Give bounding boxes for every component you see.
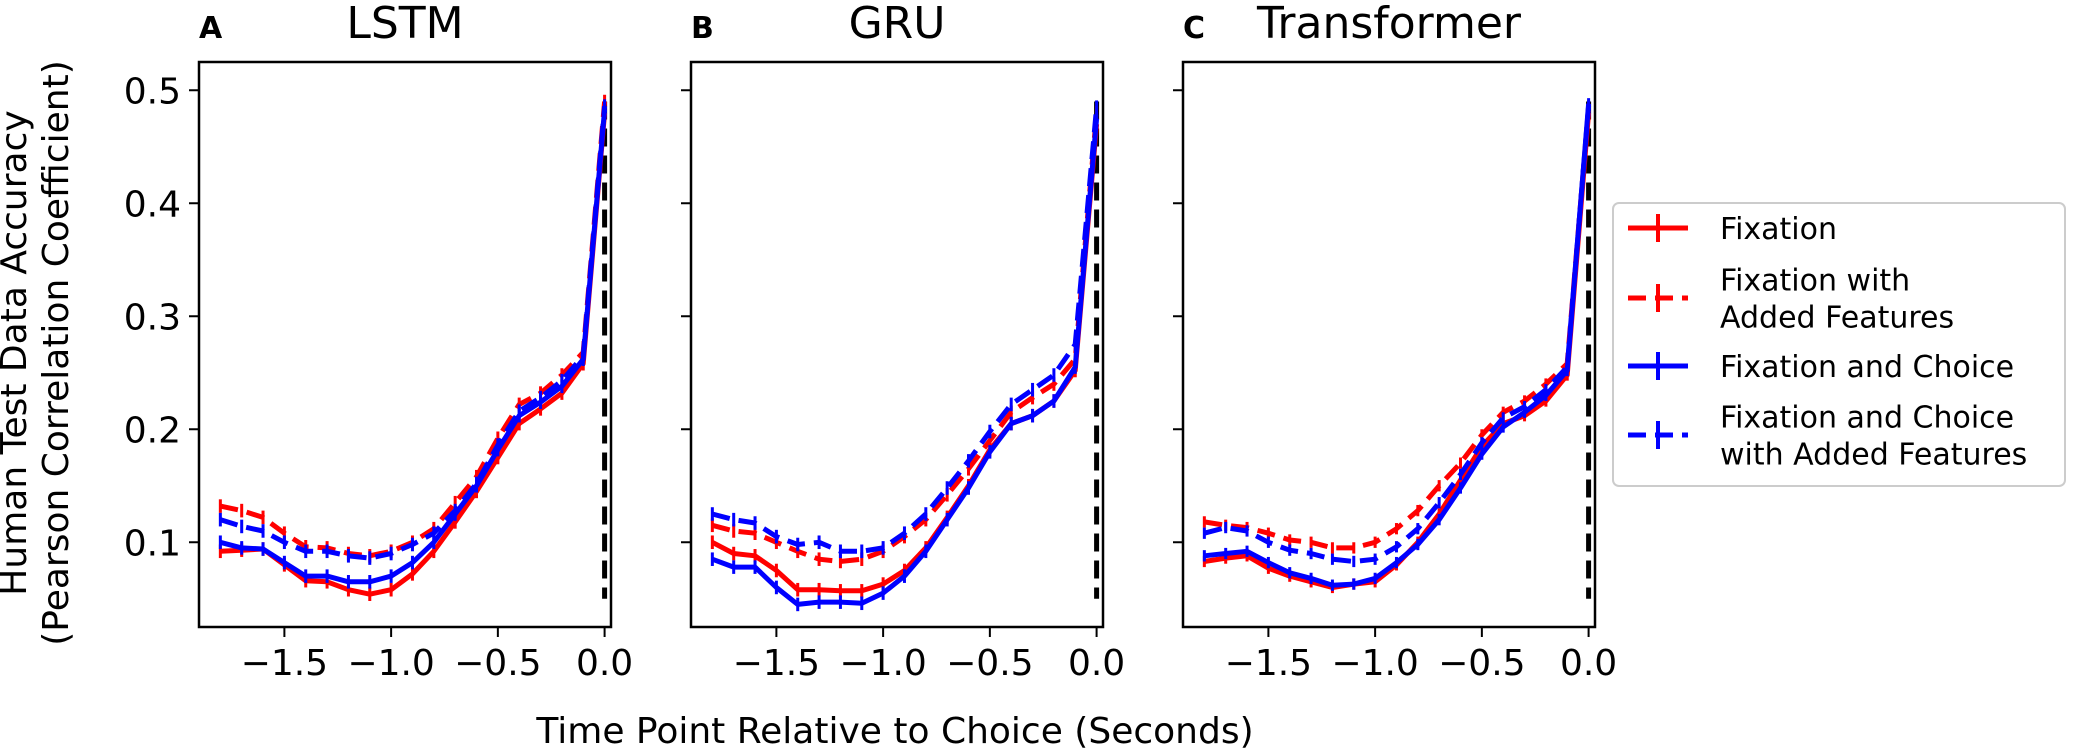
- x-tick-label: −1.0: [839, 643, 926, 684]
- series-line: [220, 112, 608, 597]
- legend-label: Fixation: [1720, 212, 1837, 247]
- series-2: [218, 94, 608, 563]
- y-axis-label-line1: Human Test Data Accuracy: [0, 110, 35, 595]
- series-3: [218, 102, 608, 589]
- axes-frame: [197, 60, 613, 629]
- series-line: [711, 106, 1100, 554]
- panel-title: GRU: [849, 0, 946, 49]
- x-tick-label: 0.0: [1068, 643, 1125, 684]
- series-2: [1202, 101, 1592, 554]
- panel-letter: A: [199, 11, 223, 46]
- y-tick-label: 0.5: [124, 71, 181, 112]
- series-4: [218, 99, 608, 565]
- legend-entry: Fixation and Choice: [1628, 350, 2014, 385]
- series-3: [1202, 98, 1592, 591]
- series-line: [1203, 112, 1592, 590]
- x-tick-label: −1.5: [733, 643, 820, 684]
- panel-letter: C: [1183, 11, 1205, 46]
- legend-label: with Added Features: [1720, 438, 2027, 473]
- x-tick-label: −1.0: [347, 643, 434, 684]
- legend-label: Fixation and Choice: [1720, 350, 2014, 385]
- series-line: [1203, 105, 1592, 564]
- panel-title: LSTM: [346, 0, 463, 49]
- series-line: [1203, 106, 1592, 551]
- x-tick-label: 0.0: [576, 643, 633, 684]
- series-line: [219, 101, 608, 559]
- y-tick-label: 0.2: [124, 410, 181, 451]
- axes-frame: [689, 60, 1105, 629]
- legend-label: Fixation and Choice: [1720, 401, 2014, 436]
- panel-title: Transformer: [1256, 0, 1522, 49]
- axes-frame: [1181, 60, 1597, 629]
- x-tick-label: −1.5: [1225, 643, 1312, 684]
- series-line: [219, 109, 608, 585]
- panel-A: −1.5 −1.0 −0.5 0.0 0.1 0.2 0.3 0.4 0.5 A LSTM: [124, 0, 633, 684]
- series-line: [711, 112, 1100, 564]
- legend-frame: [1612, 202, 2066, 487]
- x-axis-label: Time Point Relative to Choice (Seconds): [535, 711, 1253, 752]
- x-tick-label: −0.5: [1438, 643, 1525, 684]
- legend-label: Added Features: [1720, 301, 1954, 336]
- series-line: [1204, 103, 1592, 588]
- x-tick-label: −1.0: [1331, 643, 1418, 684]
- x-tick-label: −1.5: [241, 643, 328, 684]
- panel-B: −1.5 −1.0 −0.5 0.0 B GRU: [681, 0, 1125, 684]
- series-line: [219, 105, 608, 561]
- series-1: [1202, 107, 1592, 594]
- series-4: [710, 100, 1100, 559]
- series-3: [710, 111, 1100, 612]
- panels: −1.5 −1.0 −0.5 0.00.10.20.30.40.5A LSTM−1.5−…: [124, 0, 1617, 684]
- panel-C: −1.5 −1.0 −0.5 0.0 C Transformer: [1173, 0, 1617, 684]
- series-1: [710, 117, 1100, 598]
- x-tick-label: −0.5: [454, 643, 541, 684]
- series-line: [711, 123, 1100, 594]
- series-2: [710, 106, 1100, 569]
- y-axis-label-line2: (Pearson Correlation Coefficient): [36, 60, 77, 646]
- y-tick-label: 0.3: [124, 297, 181, 338]
- series-4: [1202, 100, 1592, 568]
- panel-letter: B: [691, 11, 714, 46]
- y-tick-label: 0.4: [124, 184, 181, 225]
- legend-entry: Fixation: [1628, 212, 1837, 247]
- x-tick-label: −0.5: [946, 643, 1033, 684]
- legend-label: Fixation with: [1720, 264, 1910, 299]
- y-tick-label: 0.1: [124, 523, 181, 564]
- x-tick-label: 0.0: [1560, 643, 1617, 684]
